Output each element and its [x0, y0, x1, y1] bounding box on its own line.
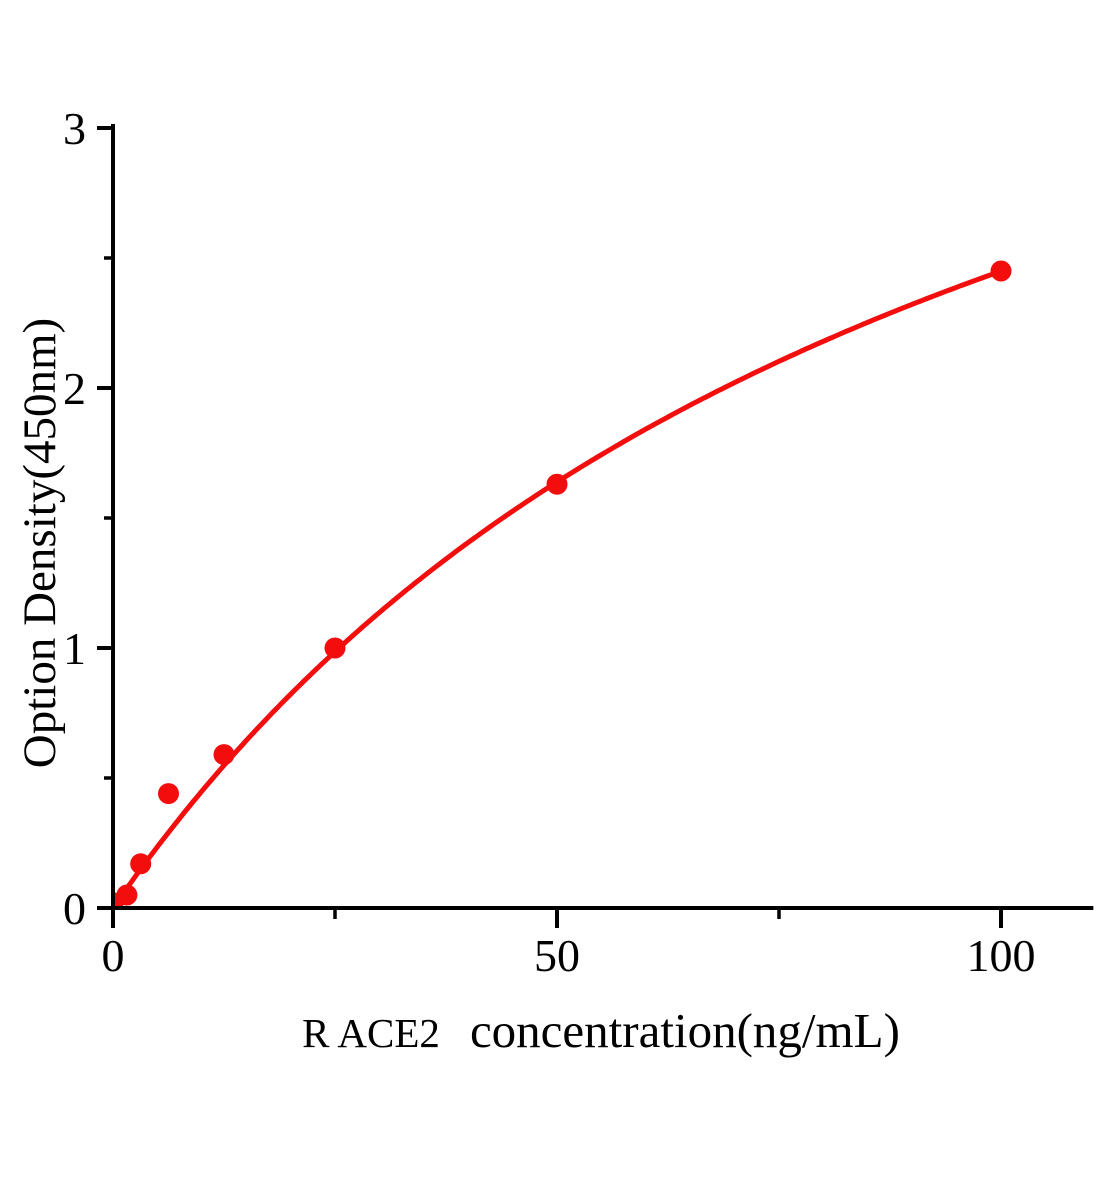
x-tick-label: 100: [967, 930, 1036, 981]
fit-curve-line: [115, 268, 1002, 906]
data-point: [546, 473, 568, 495]
data-point: [130, 853, 152, 875]
y-axis-title: Option Density(450nm): [14, 318, 66, 768]
x-axis-title-main: concentration(ng/mL): [470, 1003, 900, 1058]
axes-layer: 0 1 2 3 0 50 100: [63, 103, 1094, 981]
x-tick-label: 50: [534, 930, 580, 981]
x-axis-title: R ACE2 concentration(ng/mL): [302, 1003, 900, 1058]
y-tick-label: 1: [63, 623, 86, 674]
y-tick-label: 3: [63, 103, 86, 154]
y-tick-label: 0: [63, 883, 86, 934]
data-point: [990, 260, 1012, 282]
data-point: [158, 783, 179, 805]
y-tick-label: 2: [63, 363, 86, 414]
x-axis-title-prefix: R ACE2: [302, 1010, 440, 1056]
data-point: [324, 637, 346, 659]
series-layer: [115, 260, 1012, 906]
x-tick-label: 0: [102, 930, 125, 981]
data-point: [213, 744, 235, 766]
data-point: [116, 884, 138, 906]
